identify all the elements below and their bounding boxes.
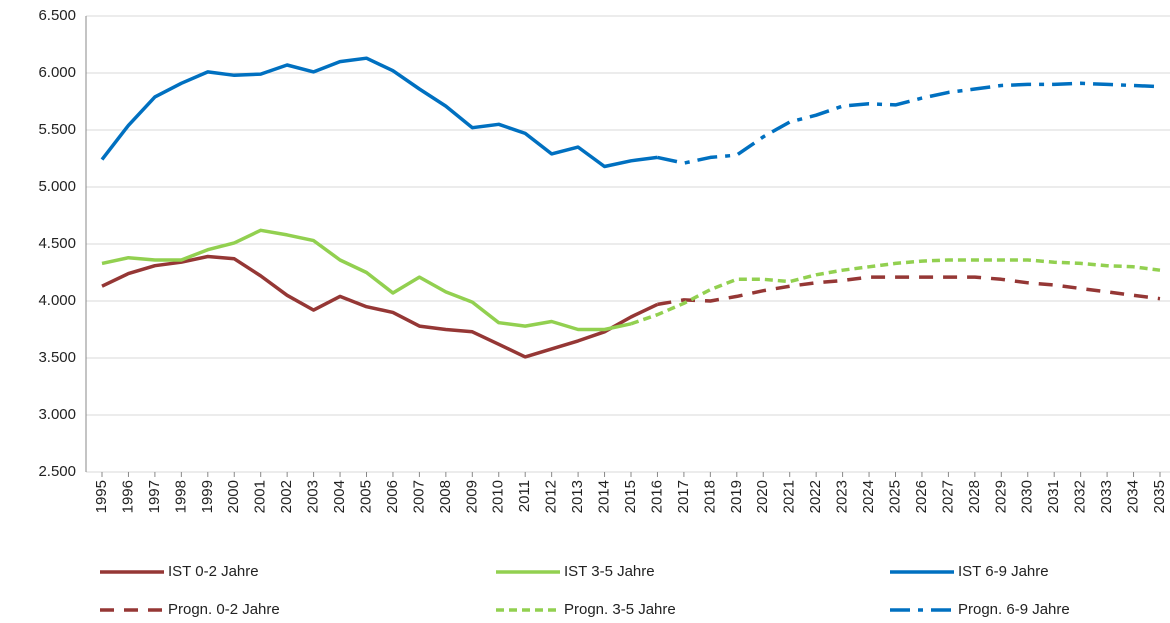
x-tick-label: 2009 xyxy=(463,480,480,513)
legend-label: Progn. 0-2 Jahre xyxy=(168,601,280,618)
legend-label: Progn. 6-9 Jahre xyxy=(958,601,1070,618)
x-tick-label: 1997 xyxy=(146,480,163,513)
x-tick-label: 2003 xyxy=(305,480,322,513)
x-tick-label: 2031 xyxy=(1045,480,1062,513)
x-tick-label: 2016 xyxy=(648,480,665,513)
x-tick-label: 2030 xyxy=(1019,480,1036,513)
x-tick-label: 1995 xyxy=(93,480,110,513)
x-tick-label: 2008 xyxy=(437,480,454,513)
x-tick-label: 2019 xyxy=(728,480,745,513)
x-tick-label: 2035 xyxy=(1151,480,1168,513)
legend-label: Progn. 3-5 Jahre xyxy=(564,601,676,618)
y-tick-label: 5.000 xyxy=(38,178,76,195)
x-tick-label: 1998 xyxy=(172,480,189,513)
x-tick-label: 2014 xyxy=(596,480,613,513)
y-tick-label: 4.000 xyxy=(38,292,76,309)
x-tick-label: 2018 xyxy=(701,480,718,513)
y-tick-label: 5.500 xyxy=(38,121,76,138)
x-tick-label: 1996 xyxy=(119,480,136,513)
x-tick-label: 2017 xyxy=(675,480,692,513)
x-tick-label: 1999 xyxy=(199,480,216,513)
x-tick-label: 2029 xyxy=(992,480,1009,513)
x-tick-label: 2020 xyxy=(754,480,771,513)
x-tick-label: 2027 xyxy=(939,480,956,513)
y-tick-label: 6.500 xyxy=(38,7,76,24)
x-tick-label: 2034 xyxy=(1125,480,1142,513)
x-tick-label: 2025 xyxy=(886,480,903,513)
x-tick-label: 2028 xyxy=(966,480,983,513)
y-tick-label: 2.500 xyxy=(38,463,76,480)
x-tick-label: 2013 xyxy=(569,480,586,513)
series-line xyxy=(657,275,1161,307)
x-tick-label: 2002 xyxy=(278,480,295,513)
series-line xyxy=(100,56,658,169)
x-tick-label: 2032 xyxy=(1072,480,1089,513)
x-tick-label: 2001 xyxy=(252,480,269,513)
x-tick-label: 2006 xyxy=(384,480,401,513)
x-tick-label: 2023 xyxy=(834,480,851,513)
x-tick-label: 2000 xyxy=(225,480,242,513)
series-line xyxy=(101,228,632,332)
x-tick-label: 2026 xyxy=(913,480,930,513)
y-tick-label: 3.500 xyxy=(38,349,76,366)
y-tick-label: 6.000 xyxy=(38,64,76,81)
x-tick-label: 2021 xyxy=(781,480,798,513)
x-tick-label: 2004 xyxy=(331,480,348,513)
series-line xyxy=(630,258,1161,326)
x-tick-label: 2007 xyxy=(410,480,427,513)
legend-label: IST 6-9 Jahre xyxy=(958,563,1049,580)
y-tick-label: 3.000 xyxy=(38,406,76,423)
series-line xyxy=(101,254,659,359)
x-tick-label: 2012 xyxy=(543,480,560,513)
x-tick-label: 2011 xyxy=(516,480,533,512)
x-tick-label: 2022 xyxy=(807,480,824,513)
legend-label: IST 3-5 Jahre xyxy=(564,563,655,580)
legend-label: IST 0-2 Jahre xyxy=(168,563,259,580)
series-line xyxy=(657,81,1161,165)
x-tick-label: 2024 xyxy=(860,480,877,513)
y-tick-label: 4.500 xyxy=(38,235,76,252)
x-tick-label: 2033 xyxy=(1098,480,1115,513)
x-tick-label: 2015 xyxy=(622,480,639,513)
x-tick-label: 2005 xyxy=(357,480,374,513)
x-tick-label: 2010 xyxy=(490,480,507,513)
